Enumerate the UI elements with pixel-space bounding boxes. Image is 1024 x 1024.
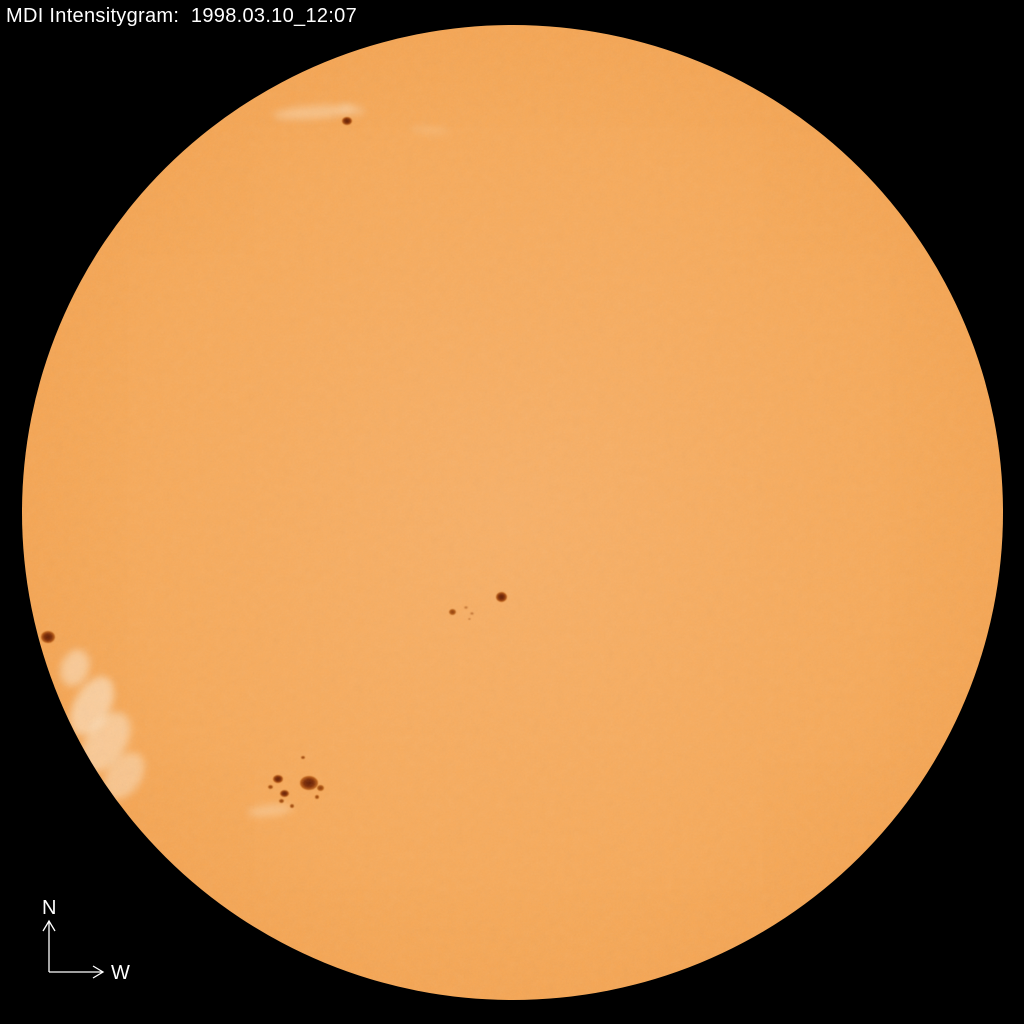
sunspot xyxy=(467,617,471,621)
sunspot xyxy=(316,785,324,791)
sunspot xyxy=(273,775,283,783)
sunspot xyxy=(41,631,55,643)
sunspot xyxy=(279,789,289,797)
faculae-region xyxy=(246,802,294,818)
sunspot xyxy=(278,799,284,803)
sunspot xyxy=(315,795,319,799)
sunspot xyxy=(464,605,468,609)
sunspot xyxy=(470,611,474,615)
sunspot xyxy=(267,785,273,789)
sunspot xyxy=(301,755,305,759)
sunspot xyxy=(495,592,507,602)
features-layer xyxy=(22,25,1003,1000)
compass-west-label: W xyxy=(111,962,130,984)
sunspot xyxy=(448,609,456,615)
image-title: MDI Intensitygram: 1998.03.10_12:07 xyxy=(6,5,358,27)
sunspot xyxy=(289,804,295,808)
sunspot xyxy=(342,117,352,125)
sunspot xyxy=(300,776,318,790)
compass-north-label: N xyxy=(42,897,56,919)
faculae-region xyxy=(409,124,451,136)
solar-disk xyxy=(22,25,1003,1000)
orientation-compass: N W xyxy=(42,897,130,984)
